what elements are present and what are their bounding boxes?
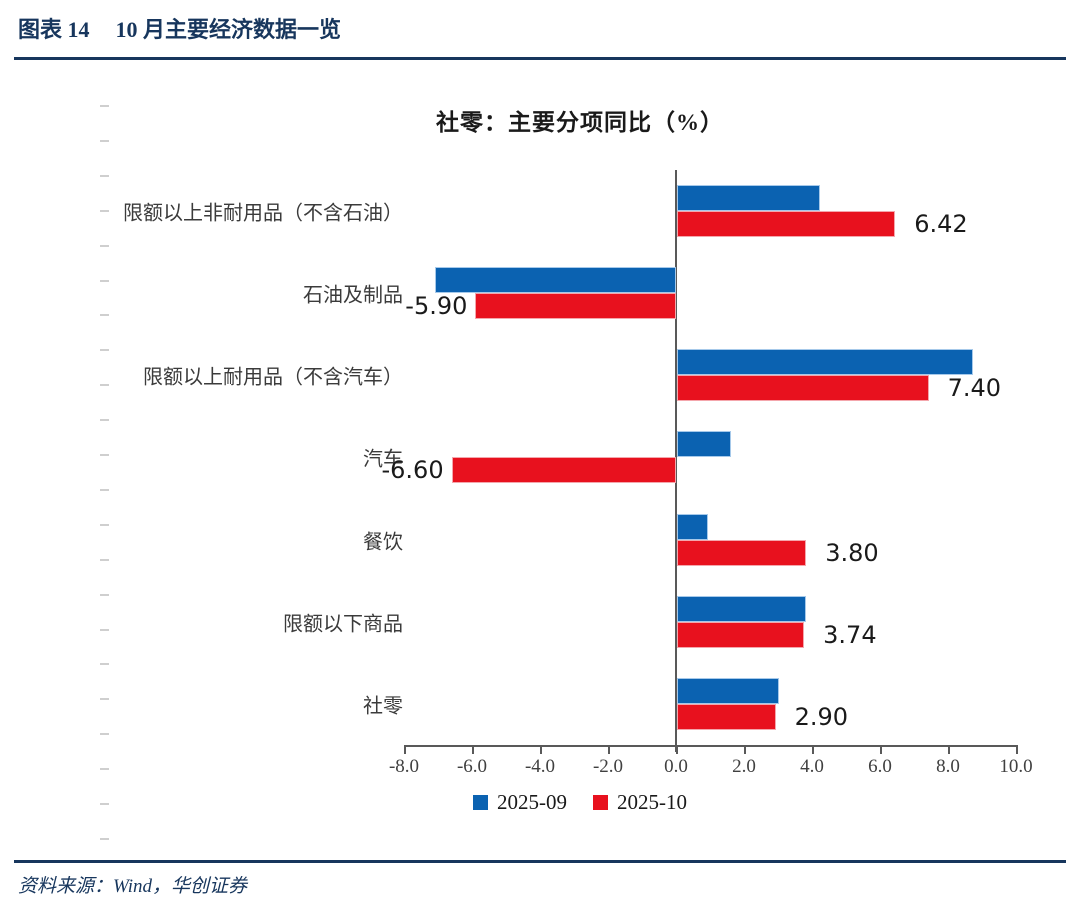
chart-title: 社零：主要分项同比（%） (436, 110, 724, 135)
x-tick-label: 10.0 (999, 756, 1033, 777)
minor-tick-mark (100, 279, 109, 282)
bar-2025-10-cat0 (677, 211, 896, 238)
minor-tick-mark (100, 837, 109, 840)
bar-2025-10-cat5 (677, 621, 805, 648)
x-axis-line (404, 745, 1018, 747)
minor-tick-mark (100, 558, 109, 561)
bar-2025-09-cat5 (677, 595, 807, 622)
minor-tick-mark (100, 628, 109, 631)
category-label: 汽车 (363, 448, 403, 471)
bar-2025-10-cat3 (451, 457, 676, 484)
x-axis-tick-mark (812, 745, 814, 754)
x-tick-label: -8.0 (388, 756, 420, 777)
category-label: 石油及制品 (303, 284, 403, 307)
minor-tick-mark (100, 803, 109, 805)
figure-number-label: 图表 14 (18, 17, 90, 42)
category-label: 餐饮 (363, 531, 403, 554)
category-label: 限额以上非耐用品（不含石油） (123, 202, 403, 225)
legend-item-2025-10: 2025-10 (593, 790, 687, 815)
legend-swatch (473, 795, 488, 810)
bar-2025-09-cat0 (677, 185, 820, 212)
bar-2025-09-cat2 (677, 349, 973, 376)
figure-title: 10 月主要经济数据一览 (115, 17, 342, 42)
x-axis-tick-mark (472, 745, 474, 754)
x-axis-tick-mark (948, 745, 950, 754)
value-label: -5.90 (405, 292, 468, 321)
x-tick-label: -2.0 (592, 756, 624, 777)
x-axis-tick-mark (676, 745, 678, 754)
category-label: 社零 (363, 695, 403, 718)
category-label: 限额以上耐用品（不含汽车） (143, 366, 403, 389)
x-tick-label: 6.0 (868, 756, 892, 777)
x-tick-label: 4.0 (800, 756, 824, 777)
minor-tick-mark (100, 523, 109, 526)
x-tick-label: 0.0 (664, 756, 688, 777)
chart-legend: 2025-09 2025-10 (100, 790, 1060, 815)
minor-tick-mark (100, 314, 109, 317)
footer-divider (14, 860, 1066, 863)
minor-tick-mark (100, 488, 109, 491)
x-axis-tick-mark (744, 745, 746, 754)
legend-label: 2025-10 (617, 790, 687, 814)
x-axis-tick-mark (1016, 745, 1018, 754)
x-axis-tick-mark (608, 745, 610, 754)
minor-tick-mark (100, 174, 109, 177)
bar-2025-10-cat6 (677, 703, 776, 730)
minor-tick-mark (100, 419, 109, 422)
minor-tick-mark (100, 768, 109, 771)
bar-2025-09-cat6 (677, 677, 779, 704)
minor-tick-mark (100, 454, 109, 456)
value-label: 6.42 (914, 210, 968, 239)
minor-tick-mark (100, 663, 109, 666)
minor-tick-mark (100, 209, 109, 212)
bar-2025-10-cat4 (677, 539, 807, 566)
zero-axis-line (675, 170, 677, 752)
value-label: 2.90 (794, 702, 849, 731)
x-tick-label: 2.0 (732, 756, 756, 777)
minor-tick-mark (100, 349, 109, 352)
figure-header: 图表 14 10 月主要经济数据一览 (18, 12, 341, 44)
header-divider (14, 57, 1066, 60)
x-tick-label: -4.0 (524, 756, 556, 777)
category-label: 限额以下商品 (283, 613, 403, 636)
legend-label: 2025-09 (497, 790, 567, 814)
source-note: 资料来源：Wind，华创证券 (18, 876, 248, 897)
bar-2025-09-cat1 (434, 267, 676, 294)
bar-2025-10-cat1 (475, 293, 676, 320)
minor-tick-mark (100, 698, 109, 701)
bar-2025-09-cat4 (677, 513, 708, 540)
x-axis-tick-mark (880, 745, 882, 754)
minor-tick-mark (100, 244, 109, 247)
minor-tick-mark (100, 384, 109, 387)
value-label: 3.80 (825, 538, 879, 567)
minor-tick-mark (100, 139, 109, 142)
value-label: 3.74 (823, 620, 877, 649)
value-label: -6.60 (381, 456, 444, 485)
x-tick-label: -6.0 (456, 756, 488, 777)
minor-tick-mark (100, 105, 109, 107)
minor-tick-mark (100, 733, 109, 736)
x-axis-tick-mark (404, 745, 406, 754)
legend-item-2025-09: 2025-09 (473, 790, 567, 815)
bar-2025-09-cat3 (677, 431, 732, 458)
bar-2025-10-cat2 (677, 375, 929, 402)
x-axis-tick-mark (540, 745, 542, 754)
x-tick-label: 8.0 (936, 756, 960, 777)
legend-swatch (593, 795, 608, 810)
minor-tick-mark (100, 593, 109, 596)
value-label: 7.40 (947, 374, 1002, 403)
